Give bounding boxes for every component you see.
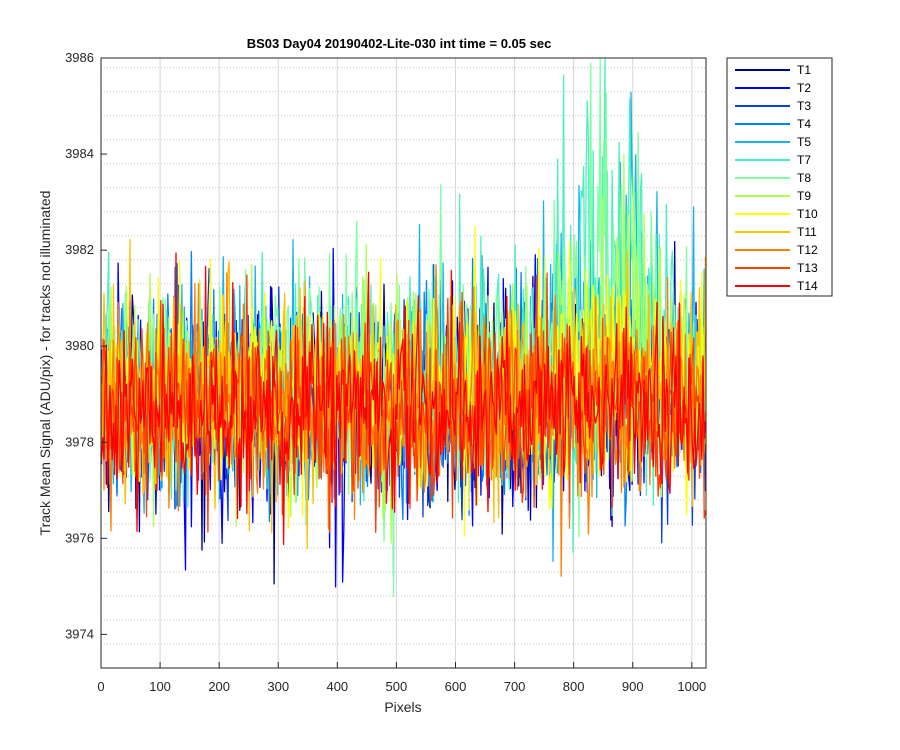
legend-label: T14: [797, 279, 818, 293]
y-axis-label: Track Mean Signal (ADU/pix) - for tracks…: [37, 191, 53, 536]
legend-label: T7: [797, 153, 811, 167]
legend-label: T12: [797, 243, 818, 257]
legend-label: T11: [797, 225, 817, 239]
x-tick-label: 1000: [677, 679, 706, 694]
x-tick-label: 800: [563, 679, 585, 694]
y-ticks: 3974 3976 3978 3980 3982 3984 3986: [65, 50, 107, 641]
legend-label: T4: [797, 117, 811, 131]
legend-label: T2: [797, 81, 811, 95]
x-tick-label: 500: [386, 679, 408, 694]
legend: T1 T2 T3 T4 T5 T7 T8 T9 T10 T11 T12 T13 T14: [726, 57, 833, 297]
y-tick-label: 3984: [65, 146, 94, 161]
x-tick-label: 900: [622, 679, 644, 694]
series-line-t14: [100, 252, 707, 546]
y-tick-label: 3982: [65, 242, 94, 257]
x-tick-label: 600: [445, 679, 467, 694]
x-axis-label: Pixels: [384, 699, 421, 715]
x-ticks: 0 100 200 300 400 500 600 700 800 900 1000: [97, 662, 706, 694]
x-tick-label: 0: [97, 679, 104, 694]
y-tick-label: 3980: [65, 338, 94, 353]
y-tick-label: 3986: [65, 50, 94, 65]
y-tick-label: 3976: [65, 530, 94, 545]
legend-label: T9: [797, 189, 811, 203]
legend-label: T5: [797, 135, 811, 149]
x-tick-label: 400: [326, 679, 348, 694]
legend-label: T3: [797, 99, 811, 113]
x-tick-label: 700: [504, 679, 526, 694]
x-tick-label: 200: [208, 679, 230, 694]
legend-label: T10: [797, 207, 818, 221]
y-tick-label: 3974: [65, 626, 94, 641]
chart-title: BS03 Day04 20190402-Lite-030 int time = …: [247, 36, 552, 51]
legend-label: T1: [797, 63, 811, 77]
x-tick-label: 300: [267, 679, 289, 694]
x-tick-label: 100: [149, 679, 171, 694]
series-line-t13: [100, 272, 707, 534]
y-tick-label: 3978: [65, 434, 94, 449]
legend-label: T13: [797, 261, 818, 275]
plot-frame: [100, 57, 707, 669]
legend-label: T8: [797, 171, 811, 185]
plot-series: [100, 57, 707, 597]
